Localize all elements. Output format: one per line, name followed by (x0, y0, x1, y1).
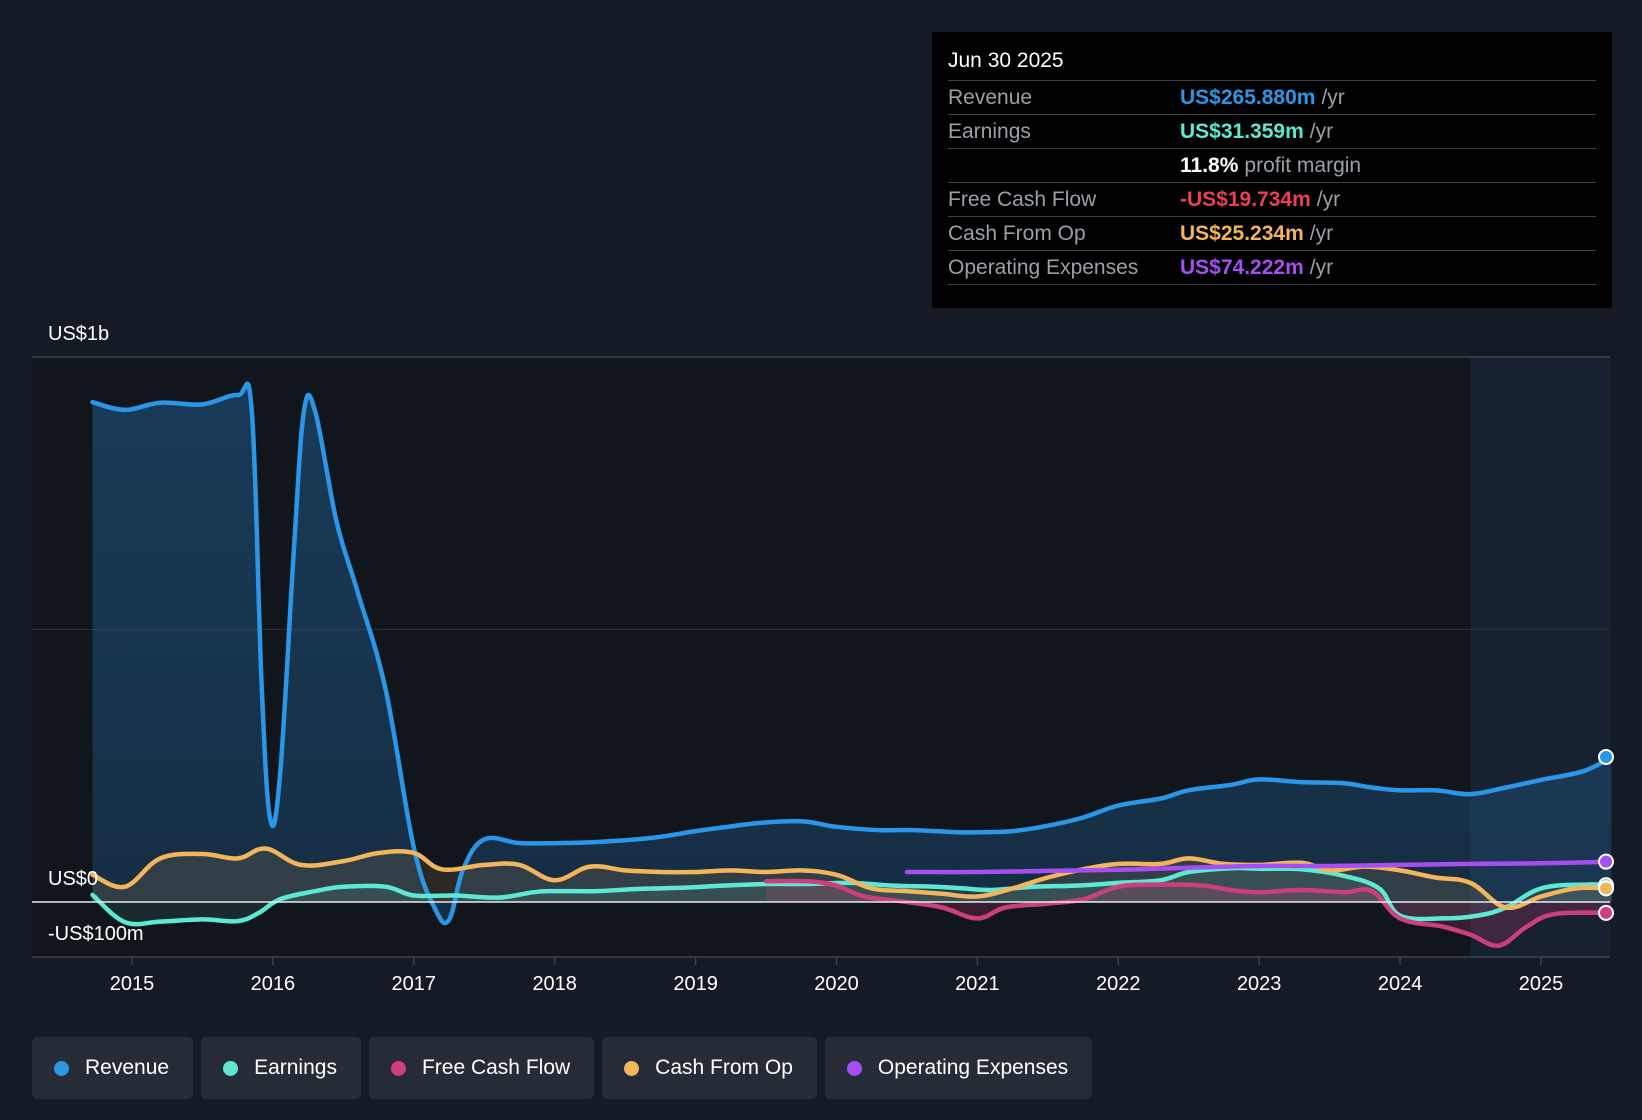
tooltip-label (948, 149, 1180, 182)
x-tick-label: 2021 (955, 973, 1000, 995)
x-tick-label: 2015 (110, 973, 155, 995)
tooltip-row: Revenue US$265.880m/yr (948, 81, 1596, 115)
tooltip-row: Cash From Op US$25.234m/yr (948, 217, 1596, 251)
end-dot-revenue (1598, 749, 1614, 766)
legend-label: Operating Expenses (877, 1056, 1069, 1079)
legend-item-cash-from-op[interactable]: Cash From Op (602, 1037, 817, 1099)
legend-dot-icon (390, 1060, 406, 1076)
x-tick-label: 2025 (1519, 973, 1564, 995)
tooltip-value: -US$19.734m (1180, 188, 1311, 211)
tooltip-unit: /yr (1309, 120, 1334, 143)
legend-dot-icon (223, 1060, 239, 1076)
area-cash-from-op (92, 848, 1612, 908)
area-earnings (92, 868, 1612, 925)
y-label-bottom: -US$100m (48, 923, 144, 945)
tooltip-value: US$31.359m (1180, 120, 1304, 143)
x-tick-label: 2023 (1237, 973, 1282, 995)
legend-label: Earnings (254, 1056, 337, 1079)
tooltip-unit: /yr (1309, 256, 1334, 279)
y-label-zero: US$0 (48, 868, 98, 890)
tooltip-label: Revenue (948, 86, 1033, 109)
tooltip-value: US$74.222m (1180, 256, 1304, 279)
legend-item-free-cash-flow[interactable]: Free Cash Flow (368, 1037, 595, 1099)
x-tick-label: 2019 (673, 973, 718, 995)
legend-label: Revenue (85, 1056, 170, 1079)
legend-item-operating-expenses[interactable]: Operating Expenses (824, 1037, 1093, 1099)
line-revenue (90, 381, 1614, 926)
tooltip-value: US$265.880m (1180, 86, 1316, 109)
tooltip-row: 11.8% profit margin (948, 149, 1596, 183)
x-tick-label: 2022 (1096, 973, 1141, 995)
tooltip-unit: profit margin (1244, 154, 1362, 177)
x-tick-label: 2020 (814, 973, 859, 995)
y-label-top: US$1b (48, 323, 109, 345)
line-operating-expenses (904, 859, 1614, 875)
line-earnings (90, 865, 1614, 927)
legend-label: Cash From Op (655, 1056, 793, 1079)
tooltip-date: Jun 30 2025 (948, 46, 1596, 81)
x-tick-label: 2018 (532, 973, 577, 995)
legend-item-revenue[interactable]: Revenue (32, 1037, 194, 1099)
tooltip-divider (948, 284, 1596, 285)
legend-label: Free Cash Flow (421, 1056, 571, 1079)
legend-dot-icon (624, 1060, 640, 1076)
x-tick-label: 2016 (251, 973, 296, 995)
end-dot-cash-from-op (1598, 880, 1614, 897)
tooltip-label: Free Cash Flow (948, 188, 1097, 211)
legend: Revenue Earnings Free Cash Flow Cash From O… (32, 1037, 1093, 1099)
tooltip-unit: /yr (1321, 86, 1345, 109)
end-dot-operating-expenses (1598, 853, 1614, 870)
legend-dot-icon (846, 1060, 862, 1076)
x-tick-label: 2024 (1378, 973, 1423, 995)
tooltip-row: Earnings US$31.359m/yr (948, 115, 1596, 149)
end-dot-free-cash-flow (1598, 904, 1614, 921)
tooltip-panel: Jun 30 2025 Revenue US$265.880m/yr Earning… (932, 32, 1612, 308)
tooltip-row: Operating Expenses US$74.222m/yr (948, 251, 1596, 284)
tooltip-label: Cash From Op (948, 222, 1086, 245)
tooltip-unit: /yr (1316, 188, 1341, 211)
x-tick-label: 2017 (392, 973, 437, 995)
tooltip-value: US$25.234m (1180, 222, 1304, 245)
legend-item-earnings[interactable]: Earnings (201, 1037, 361, 1099)
tooltip-value: 11.8% (1180, 154, 1239, 177)
area-free-cash-flow (766, 880, 1612, 946)
tooltip-label: Operating Expenses (948, 256, 1139, 279)
tooltip-unit: /yr (1309, 222, 1334, 245)
tooltip-row: Free Cash Flow -US$19.734m/yr (948, 183, 1596, 217)
legend-dot-icon (54, 1060, 69, 1076)
tooltip-label: Earnings (948, 120, 1031, 143)
area-revenue (92, 383, 1612, 924)
